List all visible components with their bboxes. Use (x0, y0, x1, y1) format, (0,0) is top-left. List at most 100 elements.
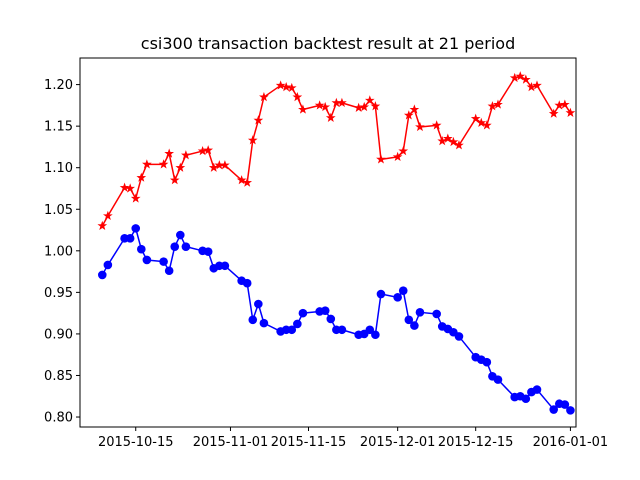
series-1-point (370, 101, 381, 111)
series-1-point (164, 148, 175, 158)
series-2-point (521, 394, 531, 404)
plot-series (97, 71, 576, 415)
series-2-point (103, 260, 113, 270)
series-1-point (130, 193, 141, 203)
series-1-point (337, 97, 347, 108)
series-2-point (371, 330, 380, 340)
series-2-point (254, 299, 263, 309)
series-2-point (248, 315, 258, 325)
series-1-point (253, 115, 264, 125)
series-1-point (259, 91, 269, 102)
series-1-point (103, 210, 113, 221)
series-1-point (125, 183, 136, 193)
series-1-point (286, 82, 297, 93)
series-1-point (415, 121, 425, 132)
series-1-point (409, 104, 420, 114)
series-1-point (487, 101, 498, 111)
series-1-point (403, 110, 414, 120)
series-1-point (181, 150, 191, 160)
y-tick-label: 1.20 (44, 78, 73, 93)
series-2-point (142, 255, 152, 265)
series-2-point (220, 261, 230, 271)
x-tick-label: 2015-12-15 (438, 435, 514, 450)
series-1-point (119, 182, 130, 192)
series-1-point (520, 74, 531, 84)
series-1-point (392, 151, 403, 162)
y-tick-label: 0.90 (44, 327, 73, 342)
series-1-point (442, 133, 453, 143)
x-tick-label: 2015-11-15 (271, 435, 347, 450)
y-tick-label: 1.10 (44, 161, 73, 176)
series-2-point (560, 400, 570, 409)
series-1-point (448, 136, 459, 147)
series-2-point (376, 289, 386, 299)
series-1-point (359, 101, 370, 112)
series-1-point (476, 117, 487, 127)
series-2-point (131, 224, 141, 233)
series-1-point (509, 72, 520, 83)
series-2-point (164, 266, 174, 276)
series-1-point (175, 162, 186, 172)
y-tick-label: 0.85 (44, 369, 73, 384)
y-tick-label: 0.80 (44, 411, 73, 426)
x-tick-label: 2015-11-01 (193, 435, 269, 450)
series-1-point (437, 136, 448, 146)
series-1-point (142, 159, 152, 169)
series-2-point (532, 385, 542, 394)
series-1-point (565, 107, 576, 117)
series-2-point (320, 306, 330, 315)
series-1-point (203, 145, 214, 155)
series-2-point (365, 325, 375, 335)
series-1-point (158, 159, 169, 169)
series-2-point (398, 286, 408, 296)
series-1-point (220, 160, 230, 170)
y-tick-label: 1.05 (44, 203, 73, 218)
series-2-point (404, 315, 414, 325)
series-2-point (97, 270, 107, 280)
series-2-point (549, 405, 559, 414)
series-2-point (176, 230, 185, 240)
series-1-point (532, 80, 542, 90)
series-1-point (560, 99, 570, 109)
series-2-point (432, 309, 441, 319)
y-tick-label: 1.00 (44, 244, 73, 259)
series-2-point (203, 247, 213, 256)
series-1-point (320, 101, 331, 112)
series-2-point (259, 318, 269, 328)
series-1-point (481, 120, 492, 130)
series-1-point (454, 140, 464, 150)
series-2-point (493, 375, 503, 384)
series-2-point (137, 244, 146, 254)
series-2-point (454, 332, 464, 341)
series-2-point (159, 257, 168, 266)
series-1-point (281, 81, 292, 92)
series-1-point (431, 120, 442, 130)
series-2-point (242, 278, 252, 288)
series-1-point (242, 177, 253, 187)
series-2-point (482, 357, 492, 367)
series-1-point (398, 145, 409, 156)
series-2-point (326, 314, 336, 324)
series-2-point (410, 321, 419, 330)
series-1-point (97, 220, 108, 231)
series-1-point (275, 80, 286, 90)
x-tick-label: 2015-12-01 (360, 435, 436, 450)
series-1-point (548, 108, 559, 118)
series-2-point (298, 308, 308, 318)
x-tick-label: 2016-01-01 (533, 435, 609, 450)
series-1-point (169, 175, 180, 185)
series-1-point (376, 154, 386, 164)
series-2-point (393, 293, 402, 302)
series-2-point (566, 406, 575, 415)
series-1-point (470, 113, 481, 123)
series-2-point (293, 319, 302, 329)
axes-ticks: 2015-10-15 2015-11-01 2015-11-15 2015-12-01… (44, 78, 608, 450)
series-2-point (125, 234, 135, 243)
y-tick-label: 0.95 (44, 286, 73, 301)
series-2-point (415, 308, 425, 317)
series-2-point (287, 325, 297, 335)
series-1-point (292, 91, 303, 102)
series-2-point (170, 242, 180, 251)
series-1-point (208, 162, 219, 172)
